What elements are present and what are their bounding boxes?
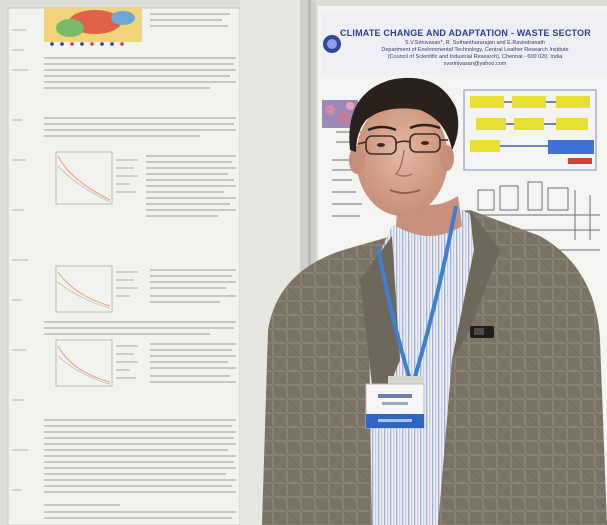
- face: [356, 100, 448, 216]
- heatmap-figure: [44, 8, 142, 46]
- poster-authors-line: Department of Environmental Technology, …: [381, 47, 569, 53]
- small-chart: [55, 339, 138, 387]
- name-badge: [365, 376, 425, 429]
- poster-authors-line: (Council of Scientific and Industrial Re…: [387, 54, 563, 60]
- poster-title: CLIMATE CHANGE AND ADAPTATION - WASTE SE…: [340, 28, 591, 38]
- flowchart: [463, 89, 597, 171]
- institute-logo: [323, 35, 341, 53]
- left-poster: [7, 7, 241, 525]
- lanyard: [376, 205, 458, 381]
- poster-authors-line: svsrinivasan@yahoo.com: [443, 61, 507, 67]
- hair: [349, 77, 459, 152]
- person: [262, 77, 607, 525]
- phone-in-pocket: [470, 326, 494, 338]
- poster-authors: S.V.Srinivasan*, R. Suthanthararajan and…: [350, 40, 600, 68]
- small-chart: [55, 265, 138, 313]
- left-poster-text: [44, 13, 236, 519]
- poster-authors-line: S.V.Srinivasan*, R. Suthanthararajan and…: [404, 40, 546, 46]
- glasses: [357, 133, 448, 155]
- small-chart: [55, 151, 138, 205]
